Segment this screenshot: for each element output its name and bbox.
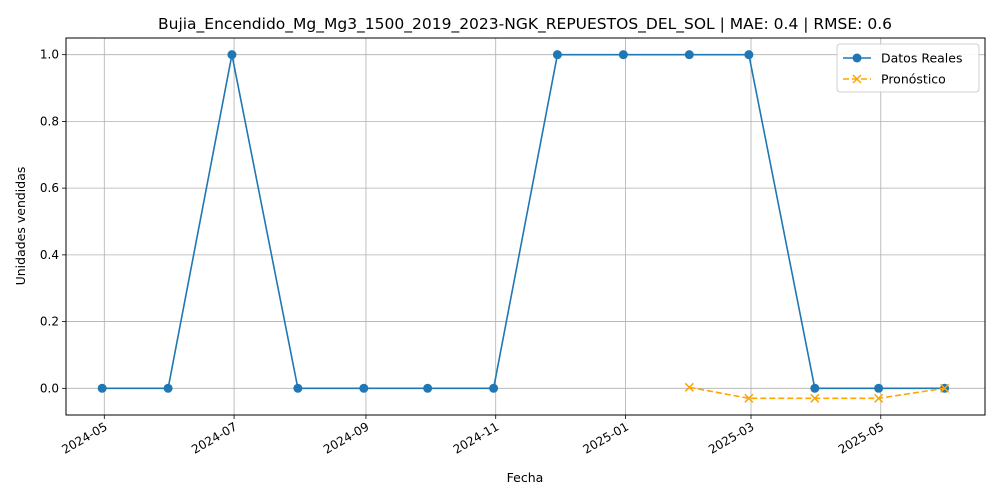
- series-1-point: [489, 383, 499, 393]
- x-axis: 2024-05 2024-07 2024-09 2024-11 2025-01 2025-…: [59, 415, 886, 457]
- chart-title: Bujia_Encendido_Mg_Mg3_1500_2019_2023-NG…: [158, 15, 892, 34]
- series-2-point: [744, 393, 754, 403]
- x-tick-label: 2024-07: [189, 419, 239, 456]
- y-tick-label: 0.0: [40, 381, 59, 395]
- series-1-point: [874, 383, 884, 393]
- series-layer: [97, 50, 950, 403]
- series-2-point: [684, 382, 694, 392]
- series-1-point: [97, 383, 107, 393]
- series-1-point: [684, 50, 694, 60]
- y-axis: 0.0 0.2 0.4 0.6 0.8 1.0: [40, 48, 66, 395]
- series-2-point: [810, 393, 820, 403]
- legend-item-1-label: Datos Reales: [881, 51, 962, 66]
- series-1-point: [618, 50, 628, 60]
- series-1-point: [423, 383, 433, 393]
- legend-box: [836, 43, 980, 93]
- series-1-point: [359, 383, 369, 393]
- series-1-point: [163, 383, 173, 393]
- series-1-line: [102, 53, 945, 390]
- y-tick-label: 0.8: [40, 114, 59, 128]
- series-1-point: [744, 50, 754, 60]
- x-tick-label: 2025-05: [836, 419, 886, 456]
- series-1-point: [293, 383, 303, 393]
- x-tick-label: 2025-01: [581, 419, 631, 456]
- y-tick-label: 1.0: [40, 48, 59, 62]
- x-tick-label: 2024-05: [59, 419, 109, 456]
- series-2-point: [874, 393, 884, 403]
- grid: [66, 38, 985, 415]
- series-1-point: [552, 50, 562, 60]
- x-tick-label: 2024-11: [451, 419, 501, 456]
- y-tick-label: 0.6: [40, 181, 59, 195]
- x-tick-label: 2024-09: [321, 419, 371, 456]
- series-1-point: [810, 383, 820, 393]
- x-tick-label: 2025-03: [706, 419, 756, 456]
- legend-item-2-label: Pronóstico: [881, 72, 946, 87]
- legend-item-2-marker: [852, 74, 862, 84]
- y-axis-label: Unidades vendidas: [13, 167, 28, 286]
- series-2-point: [940, 383, 950, 393]
- legend-item-1-marker: [852, 53, 862, 63]
- plot-frame: [65, 37, 986, 416]
- legend: Datos Reales Pronóstico: [836, 43, 980, 93]
- series-1-point: [227, 50, 237, 60]
- y-tick-label: 0.4: [40, 248, 59, 262]
- y-tick-label: 0.2: [40, 315, 59, 329]
- x-axis-label: Fecha: [507, 470, 544, 485]
